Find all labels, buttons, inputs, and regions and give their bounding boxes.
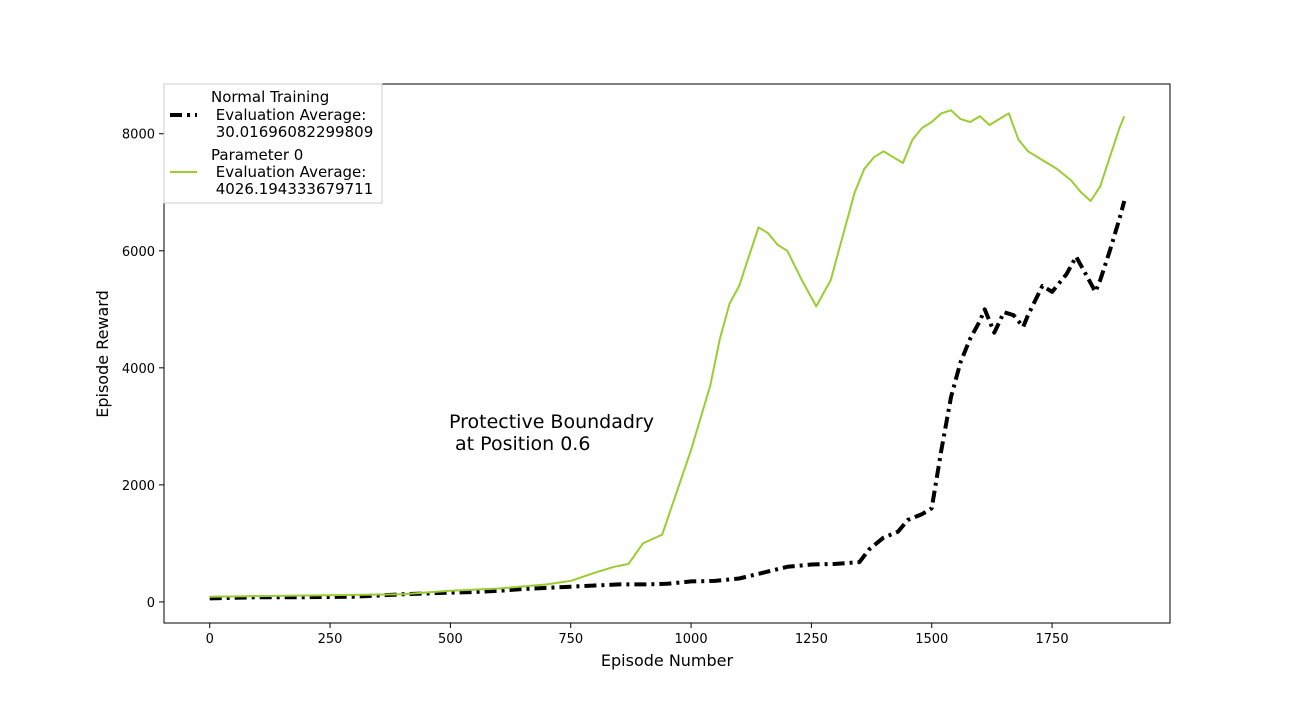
legend-entry-1-line-2: Evaluation Average: (211, 163, 366, 181)
x-tick-label: 1750 (1036, 632, 1069, 647)
x-axis: 0 250 500 750 1000 1250 1500 1750 (206, 623, 1069, 647)
legend: Normal Training Evaluation Average: 30.0… (163, 83, 383, 204)
x-tick-label: 1500 (915, 632, 948, 647)
legend-entry-0-line-2: Evaluation Average: (211, 106, 366, 124)
x-tick-label: 1250 (795, 632, 828, 647)
legend-entry-0-line-3: 30.01696082299809 (211, 123, 373, 141)
annotation-line-2: at Position 0.6 (449, 433, 590, 455)
series-line-0 (209, 200, 1127, 601)
y-axis: 0 2000 4000 6000 8000 (122, 128, 164, 611)
plot-frame (163, 83, 1171, 624)
series-line-1 (209, 109, 1126, 598)
x-tick-label: 0 (206, 632, 214, 647)
x-tick-label: 500 (438, 632, 463, 647)
y-tick-label: 0 (147, 596, 155, 611)
y-tick-label: 2000 (122, 479, 155, 494)
x-axis-label: Episode Number (601, 651, 734, 670)
y-tick-label: 4000 (122, 362, 155, 377)
legend-entry-1-line-1: Parameter 0 (211, 146, 303, 164)
y-tick-label: 6000 (122, 245, 155, 260)
legend-box (163, 83, 383, 204)
x-tick-label: 250 (318, 632, 343, 647)
y-tick-label: 8000 (122, 128, 155, 143)
x-tick-label: 750 (558, 632, 583, 647)
x-tick-label: 1000 (675, 632, 708, 647)
series-layer (209, 109, 1127, 601)
annotation-line-1: Protective Boundadry (449, 411, 654, 433)
chart-annotation: Protective Boundadry at Position 0.6 (449, 411, 654, 455)
legend-entry-0-line-1: Normal Training (211, 88, 329, 106)
y-axis-label: Episode Reward (93, 290, 112, 418)
legend-entry-1-line-3: 4026.194333679711 (211, 180, 373, 198)
